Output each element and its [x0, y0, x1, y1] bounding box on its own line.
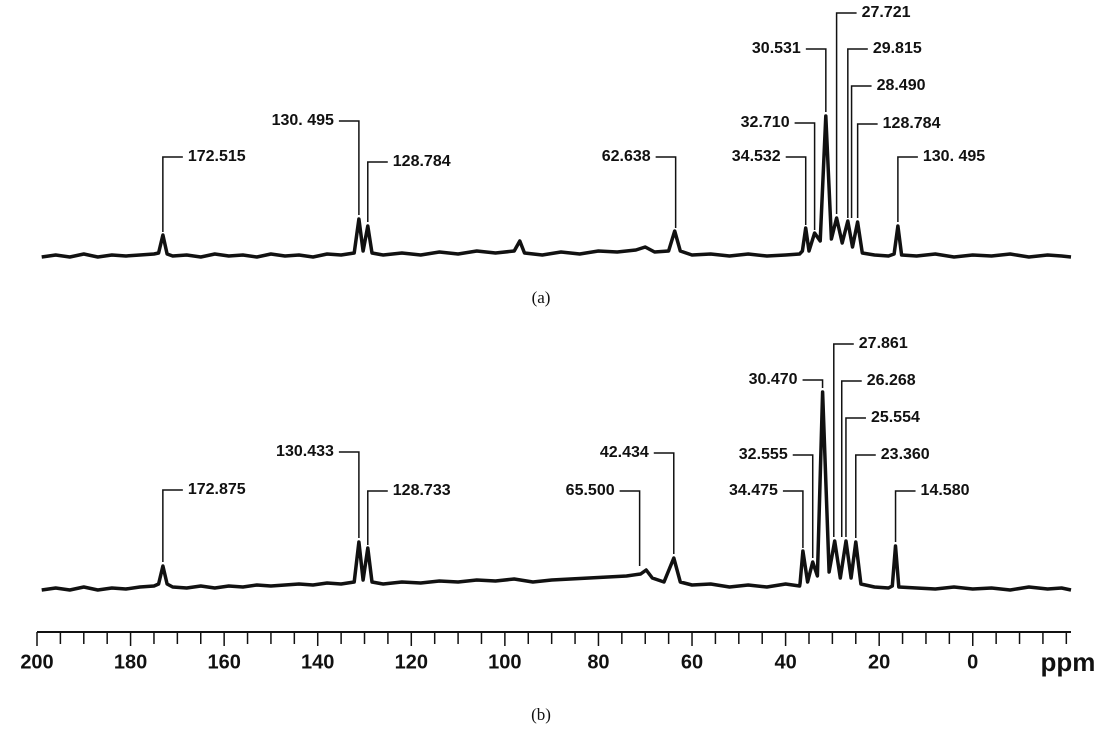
peak-label: 42.434 [600, 444, 649, 461]
peak-label: 27.721 [862, 4, 911, 21]
leader-line [367, 490, 388, 545]
caption: (b) [531, 705, 551, 724]
peak-label: 128.784 [883, 115, 941, 132]
x-tick-label: 40 [774, 651, 796, 673]
peak-label: 14.580 [921, 482, 970, 499]
x-tick-label: 160 [207, 651, 240, 673]
peak-label: 34.475 [729, 482, 778, 499]
leader-line [655, 156, 677, 228]
peak-label: 62.638 [602, 148, 651, 165]
leader-line [785, 156, 807, 225]
leader-line [782, 490, 804, 548]
leader-line [794, 122, 816, 230]
peak-label: 128.733 [393, 482, 451, 499]
leader-line [856, 123, 878, 218]
leader-line [847, 48, 868, 218]
peak-label: 30.470 [749, 371, 798, 388]
leader-line [162, 489, 183, 562]
leader-line [338, 451, 360, 538]
leader-line [855, 454, 876, 538]
peak-label: 27.861 [859, 335, 908, 352]
peak-label: 25.554 [871, 409, 920, 426]
peak-label: 30.531 [752, 40, 801, 57]
leader-line [653, 452, 675, 554]
x-tick-label: 180 [114, 651, 147, 673]
leader-line [897, 156, 918, 222]
x-tick-label: 0 [967, 651, 978, 673]
peak-label: 172.875 [188, 481, 246, 498]
peak-label: 32.555 [739, 446, 788, 463]
peak-label: 130. 495 [923, 148, 985, 165]
x-tick-label: 60 [681, 651, 703, 673]
leader-line [338, 120, 360, 215]
leader-line [840, 380, 862, 537]
x-tick-label: 140 [301, 651, 334, 673]
leader-line [894, 490, 916, 542]
caption: (a) [532, 288, 551, 307]
leader-line [845, 417, 866, 537]
peak-label: 172.515 [188, 148, 246, 165]
x-axis-label: ppm [1041, 647, 1096, 677]
peak-label: 130. 495 [272, 112, 334, 129]
peak-label: 34.532 [732, 148, 781, 165]
leader-line [162, 156, 183, 232]
leader-line [802, 379, 824, 388]
peak-label: 130.433 [276, 443, 334, 460]
leader-line [367, 161, 388, 222]
leader-line [792, 454, 814, 558]
spectrum-line [41, 390, 1072, 592]
x-tick-label: 120 [395, 651, 428, 673]
x-tick-label: 20 [868, 651, 890, 673]
leader-line [619, 490, 641, 566]
peak-label: 26.268 [867, 372, 916, 389]
spectrum-line [41, 114, 1072, 259]
peak-label: 128.784 [393, 153, 451, 170]
leader-line [835, 12, 857, 214]
leader-line [850, 85, 872, 218]
leader-line [833, 343, 854, 537]
x-tick-label: 200 [20, 651, 53, 673]
peak-label: 32.710 [741, 114, 790, 131]
x-tick-label: 80 [587, 651, 609, 673]
peak-label: 28.490 [877, 77, 926, 94]
x-tick-label: 100 [488, 651, 521, 673]
peak-label: 65.500 [566, 482, 615, 499]
peak-label: 23.360 [881, 446, 930, 463]
peak-label: 29.815 [873, 40, 922, 57]
leader-line [805, 48, 827, 112]
